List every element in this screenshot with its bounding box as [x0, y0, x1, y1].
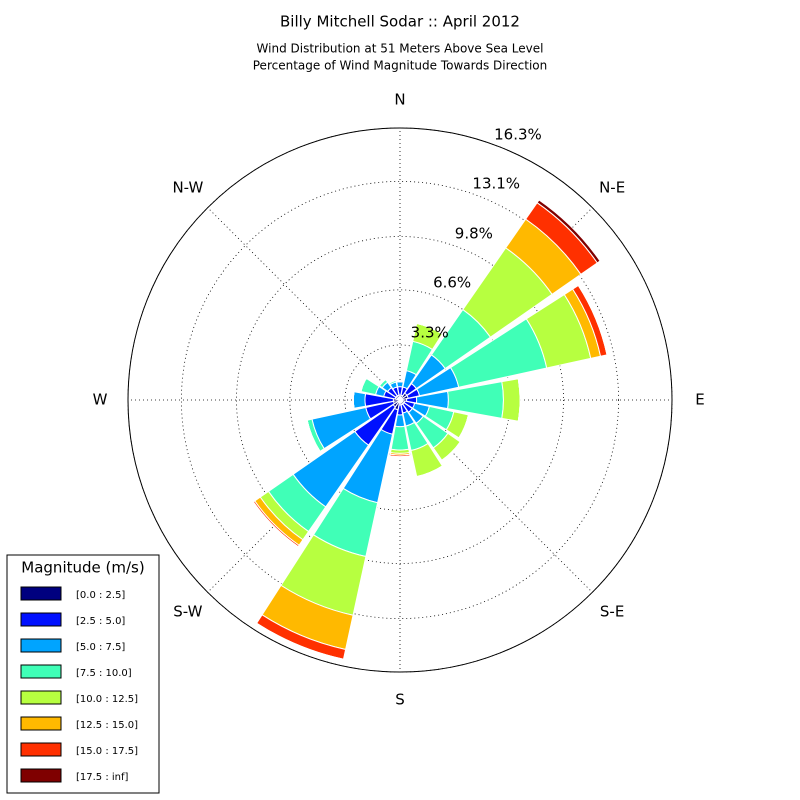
r-tick-label: 3.3%: [411, 324, 449, 342]
chart-subtitle: Percentage of Wind Magnitude Towards Dir…: [253, 59, 547, 73]
legend-title: Magnitude (m/s): [21, 559, 144, 577]
grid-circle: [236, 236, 564, 564]
legend-label: [5.0 : 7.5]: [76, 642, 125, 653]
r-tick-label: 13.1%: [472, 174, 520, 192]
wedge: [306, 420, 321, 452]
polar-frame: [127, 127, 673, 673]
legend-swatch: [20, 638, 62, 653]
wedge: [388, 379, 396, 384]
chart-title: Billy Mitchell Sodar :: April 2012: [280, 13, 520, 31]
wedge: [352, 391, 355, 409]
wedge: [416, 465, 443, 478]
r-tick-label: 9.8%: [455, 225, 493, 243]
direction-label: N-W: [172, 178, 203, 196]
legend-label: [2.5 : 5.0]: [76, 616, 125, 627]
chart-subtitle: Wind Distribution at 51 Meters Above Sea…: [257, 42, 544, 56]
legend-label: [7.5 : 10.0]: [76, 668, 132, 679]
r-tick-label: 6.6%: [433, 273, 471, 291]
grid-spoke: [399, 399, 593, 593]
r-tick-label: 16.3%: [494, 126, 542, 144]
legend-swatch: [20, 586, 62, 601]
direction-label: E: [695, 391, 704, 409]
wedge: [536, 199, 601, 264]
wedge: [256, 622, 344, 660]
wedge: [458, 414, 469, 439]
legend-label: [17.5 : inf]: [76, 772, 129, 783]
legend-swatch: [20, 612, 62, 627]
wedge: [517, 378, 521, 422]
direction-label: N-E: [599, 178, 625, 196]
legend-swatch: [20, 690, 62, 705]
direction-label: S-E: [600, 603, 624, 621]
wedge: [501, 378, 521, 422]
grid-spoke: [207, 207, 401, 401]
legend-label: [0.0 : 2.5]: [76, 590, 125, 601]
direction-label: S-W: [173, 603, 202, 621]
legend-swatch: [20, 716, 62, 731]
legend-label: [12.5 : 15.0]: [76, 720, 138, 731]
wedge: [396, 381, 404, 388]
grid-circle: [180, 180, 620, 620]
direction-label: N: [394, 91, 405, 109]
legend-swatch: [20, 664, 62, 679]
direction-label: S: [395, 691, 405, 709]
wedge: [352, 391, 367, 409]
direction-label: W: [93, 391, 108, 409]
legend-label: [10.0 : 12.5]: [76, 694, 138, 705]
legend-swatch: [20, 768, 62, 783]
legend-swatch: [20, 742, 62, 757]
wedge: [389, 455, 411, 458]
wedge: [360, 378, 367, 392]
wedge: [577, 285, 608, 355]
legend-label: [15.0 : 17.5]: [76, 746, 138, 757]
